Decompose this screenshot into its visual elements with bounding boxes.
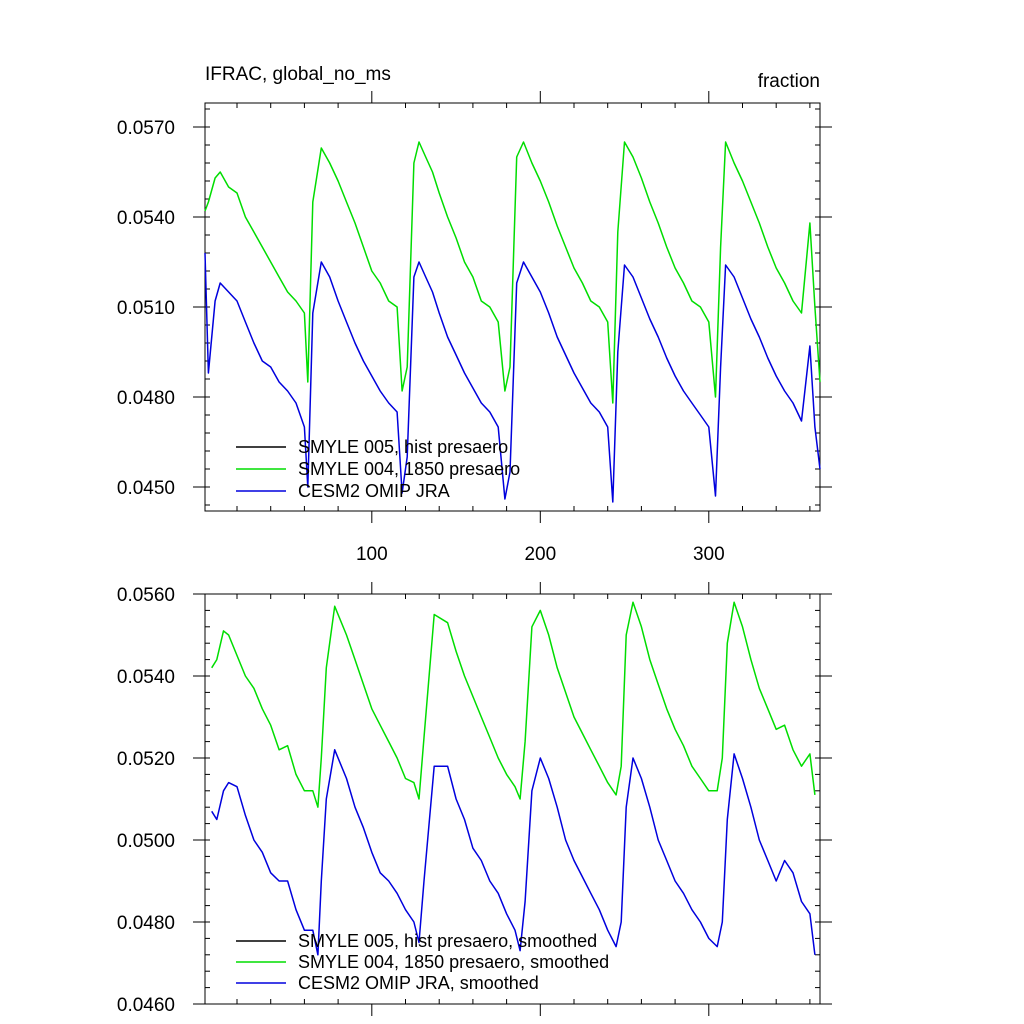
y-tick-label: 0.0450 — [117, 478, 175, 499]
y-tick-label: 0.0520 — [117, 749, 175, 770]
bottom-plot-frame — [204, 593, 821, 1005]
y-tick-label: 0.0480 — [117, 913, 175, 934]
legend-label: SMYLE 004, 1850 presaero — [298, 459, 520, 479]
bottom-axis-ticks: 0.0560 0.0540 0.0520 0.0500 0.0480 0.0460 — [117, 582, 832, 1016]
series-line — [204, 141, 821, 404]
bottom-series-group — [211, 601, 816, 956]
legend-label: CESM2 OMIP JRA, smoothed — [298, 973, 539, 993]
y-tick-label: 0.0480 — [117, 388, 175, 409]
legend-label: CESM2 OMIP JRA — [298, 481, 450, 501]
bottom-panel: 0.0560 0.0540 0.0520 0.0500 0.0480 0.0460 SMY… — [117, 582, 832, 1016]
x-tick-label: 300 — [693, 544, 725, 565]
y-tick-label: 0.0570 — [117, 118, 175, 139]
y-tick-label: 0.0540 — [117, 208, 175, 229]
top-panel: IFRAC, global_no_ms fraction 0.0570 0.054… — [117, 64, 832, 565]
legend-label: SMYLE 005, hist presaero, smoothed — [298, 931, 597, 951]
top-series-group — [204, 141, 821, 503]
y-tick-label: 0.0500 — [117, 831, 175, 852]
top-panel-units: fraction — [758, 71, 820, 92]
top-panel-title: IFRAC, global_no_ms — [205, 64, 391, 85]
series-line — [204, 252, 821, 503]
series-line — [211, 749, 816, 956]
legend-label: SMYLE 005, hist presaero — [298, 437, 508, 457]
top-axis-ticks: 0.0570 0.0540 0.0510 0.0480 0.0450 100 200 300 — [117, 91, 832, 565]
x-tick-label: 100 — [356, 544, 388, 565]
y-tick-label: 0.0560 — [117, 585, 175, 606]
y-tick-label: 0.0460 — [117, 995, 175, 1016]
series-line — [211, 601, 816, 808]
y-tick-label: 0.0510 — [117, 298, 175, 319]
y-tick-label: 0.0540 — [117, 667, 175, 688]
bottom-legend: SMYLE 005, hist presaero, smoothedSMYLE … — [236, 931, 609, 993]
x-tick-label: 200 — [524, 544, 556, 565]
legend-label: SMYLE 004, 1850 presaero, smoothed — [298, 952, 609, 972]
